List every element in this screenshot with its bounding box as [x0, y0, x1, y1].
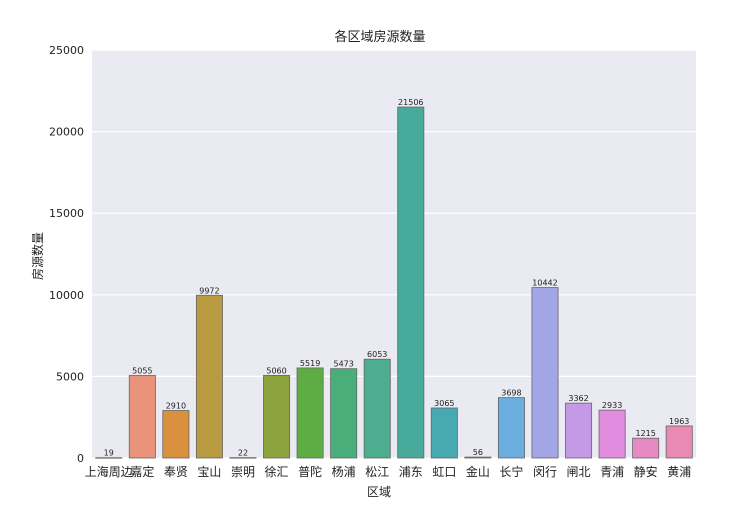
- data-label: 3698: [501, 389, 521, 398]
- data-label: 3362: [568, 394, 588, 403]
- x-tick-label: 金山: [466, 464, 490, 479]
- data-label: 1963: [669, 417, 689, 426]
- bar: [464, 456, 492, 459]
- bar: [162, 410, 190, 459]
- x-tick-label: 嘉定: [130, 464, 154, 479]
- bar: [195, 294, 223, 459]
- data-label: 56: [473, 448, 483, 457]
- x-tick-label: 长宁: [499, 464, 523, 479]
- bar: [565, 402, 593, 459]
- bar: [330, 368, 358, 459]
- x-tick-label: 普陀: [298, 464, 322, 479]
- x-tick-label: 奉贤: [164, 465, 188, 479]
- bar: [397, 106, 425, 459]
- data-label: 1215: [635, 429, 655, 438]
- x-axis-label: 区域: [367, 485, 391, 499]
- data-label: 10442: [532, 279, 557, 288]
- y-tick-label: 5000: [56, 370, 84, 383]
- data-label: 22: [238, 449, 248, 458]
- data-label: 2910: [166, 402, 186, 411]
- x-tick-label: 青浦: [600, 465, 624, 479]
- data-label: 2933: [602, 401, 622, 410]
- x-tick-label: 徐汇: [265, 464, 289, 479]
- y-tick-label: 20000: [49, 126, 84, 139]
- bar: [363, 358, 391, 459]
- data-label: 5055: [132, 367, 152, 376]
- x-tick-label: 黄浦: [667, 465, 691, 479]
- bar: [665, 425, 693, 459]
- bar: [128, 375, 156, 459]
- bar: [229, 457, 257, 459]
- y-tick-label: 10000: [49, 289, 84, 302]
- data-label: 5473: [333, 360, 353, 369]
- x-tick-label: 松江: [365, 465, 389, 479]
- x-tick-label: 静安: [634, 464, 658, 479]
- x-tick-label: 崇明: [231, 465, 255, 479]
- x-tick-label: 杨浦: [332, 464, 356, 479]
- data-label: 3065: [434, 399, 454, 408]
- bar: [531, 287, 559, 459]
- chart-title: 各区域房源数量: [334, 29, 425, 45]
- bar: [263, 375, 291, 459]
- data-label: 19: [104, 449, 114, 458]
- bar: [95, 457, 123, 459]
- bar: [632, 437, 660, 459]
- x-tick-label: 虹口: [432, 465, 456, 479]
- data-label: 5519: [300, 359, 320, 368]
- x-tick-label: 浦东: [399, 465, 423, 479]
- y-tick-label: 15000: [49, 207, 84, 220]
- x-tick-label: 闵行: [533, 464, 557, 479]
- data-label: 9972: [199, 286, 219, 295]
- x-tick-label: 宝山: [197, 465, 221, 479]
- x-tick-label: 上海周边: [85, 464, 133, 479]
- x-tick-label: 闸北: [567, 465, 591, 479]
- y-tick-label: 25000: [49, 44, 84, 57]
- y-tick-label: 0: [77, 452, 84, 465]
- bar: [296, 367, 324, 459]
- data-label: 21506: [398, 98, 423, 107]
- y-axis-label: 房源数量: [30, 232, 45, 280]
- bar: [598, 409, 626, 459]
- data-label: 5060: [266, 366, 286, 375]
- plot-area: [92, 50, 696, 458]
- bar: [430, 407, 458, 459]
- data-label: 6053: [367, 350, 387, 359]
- bar: [497, 397, 525, 459]
